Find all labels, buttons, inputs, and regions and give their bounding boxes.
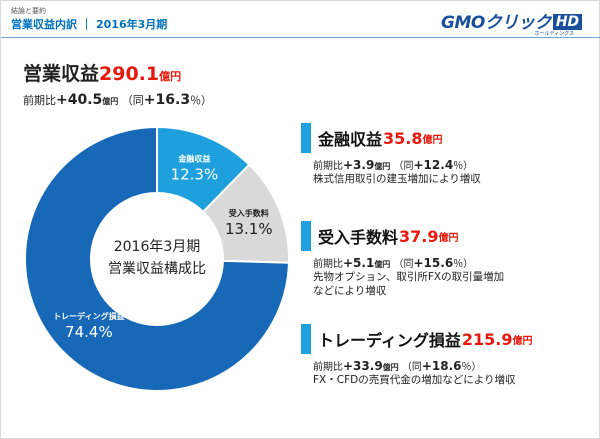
segment-description: 株式信用取引の建玉増加により増収 xyxy=(313,173,481,185)
company-logo: GMOクリック HD ホールディングス xyxy=(441,8,583,38)
total-pct-value: +16.3 xyxy=(143,92,191,108)
slice-name-label-0: 金融収益 xyxy=(177,153,210,163)
total-unit: 億円 xyxy=(159,70,182,83)
chart-center-label-line2: 営業収益構成比 xyxy=(108,261,206,277)
segment-header: 金融収益 35.8 億円 xyxy=(301,123,481,153)
segment-pct-suffix: ％） xyxy=(461,362,482,373)
total-revenue: 営業収益290.1億円 xyxy=(23,59,181,86)
segment-value: 215.9 xyxy=(461,329,513,349)
segment-header: トレーディング損益 215.9 億円 xyxy=(301,324,533,354)
slice-name-label-1: 受入手数料 xyxy=(229,208,269,218)
segment-yoy-unit: 億円 xyxy=(374,162,391,171)
page-title-right: 2016年3月期 xyxy=(96,18,168,31)
segment-unit: 億円 xyxy=(512,335,533,347)
section-label: 結論と要約 xyxy=(11,7,46,15)
segment-yoy-unit: 億円 xyxy=(382,363,399,372)
slice-value-label-0: 12.3% xyxy=(171,165,219,183)
segment-unit: 億円 xyxy=(438,232,459,244)
revenue-donut-chart: 金融収益 12.3% 受入手数料 13.1% トレーディング損益 74.4% 2016年3… xyxy=(24,125,290,392)
total-pct-suffix: ％） xyxy=(190,94,213,107)
logo-wordmark: GMOクリック xyxy=(441,13,551,33)
segment-yoy-unit: 億円 xyxy=(374,260,391,269)
segment-pct-value: +12.4 xyxy=(413,158,454,172)
segment-yoy-value: +5.1 xyxy=(343,256,375,270)
segment-description: FX・CFDの売買代金の増加などにより増収 xyxy=(313,374,516,386)
segment-title: 受入手数料 xyxy=(318,228,399,247)
total-value: 290.1 xyxy=(99,63,160,85)
total-yoy: 前期比+40.5億円 （同+16.3％） xyxy=(23,92,212,108)
chart-center-label-line1: 2016年3月期 xyxy=(114,239,201,255)
total-yoy-label: 前期比 xyxy=(23,94,56,107)
segment-description-line1: 先物オプション、取引所FXの取引量増加 xyxy=(313,271,505,283)
segment-financial-income: 金融収益 35.8 億円 前期比+3.9億円 （同+12.4％） 株式信用取引の建玉… xyxy=(301,123,481,186)
slice-2 xyxy=(24,125,290,392)
segment-yoy: 前期比+5.1億円 （同+15.6％） xyxy=(313,255,504,270)
segment-pct-prefix: （同 xyxy=(393,161,414,172)
segment-yoy-label: 前期比 xyxy=(313,259,343,270)
total-label: 営業収益 xyxy=(23,63,100,85)
slice-value-label-1: 13.1% xyxy=(225,220,273,238)
segment-value: 37.9 xyxy=(399,226,439,246)
segment-header: 受入手数料 37.9 億円 xyxy=(301,221,504,251)
total-pct-prefix: （同 xyxy=(121,94,144,107)
segment-value: 35.8 xyxy=(383,128,423,148)
segment-pct-value: +15.6 xyxy=(413,256,454,270)
total-yoy-unit: 億円 xyxy=(102,97,119,106)
segment-yoy-value: +3.9 xyxy=(343,158,375,172)
segment-trading-income: トレーディング損益 215.9 億円 前期比+33.9億円 （同+18.6％） FX… xyxy=(301,324,533,387)
segment-yoy: 前期比+3.9億円 （同+12.4％） xyxy=(313,157,481,172)
logo-badge: HD xyxy=(552,14,583,30)
segment-pct-value: +18.6 xyxy=(421,359,462,373)
segment-title: トレーディング損益 xyxy=(318,331,461,350)
segment-description-line2: などにより増収 xyxy=(313,285,387,297)
segment-yoy-label: 前期比 xyxy=(313,362,343,373)
segment-pct-prefix: （同 xyxy=(393,259,414,270)
segment-yoy-value: +33.9 xyxy=(343,359,383,373)
header-divider xyxy=(1,37,600,38)
segment-yoy: 前期比+33.9億円 （同+18.6％） xyxy=(313,358,533,373)
segment-pct-suffix: ％） xyxy=(453,259,474,270)
segment-yoy-label: 前期比 xyxy=(313,161,343,172)
segment-pct-suffix: ％） xyxy=(453,161,474,172)
page-title-left: 営業収益内訳 xyxy=(11,18,77,31)
segment-title: 金融収益 xyxy=(318,130,383,149)
logo-subtext: ホールディングス xyxy=(534,31,575,37)
total-yoy-value: +40.5 xyxy=(56,92,103,108)
page-title: 営業収益内訳 ｜ 2016年3月期 xyxy=(11,16,167,32)
slice-value-label-2: 74.4% xyxy=(65,323,113,341)
segment-unit: 億円 xyxy=(422,134,443,146)
segment-pct-prefix: （同 xyxy=(401,362,422,373)
title-separator: ｜ xyxy=(81,18,92,31)
slice-name-label-2: トレーディング損益 xyxy=(53,311,124,321)
segment-commission: 受入手数料 37.9 億円 前期比+5.1億円 （同+15.6％） 先物オプション、… xyxy=(301,221,504,298)
